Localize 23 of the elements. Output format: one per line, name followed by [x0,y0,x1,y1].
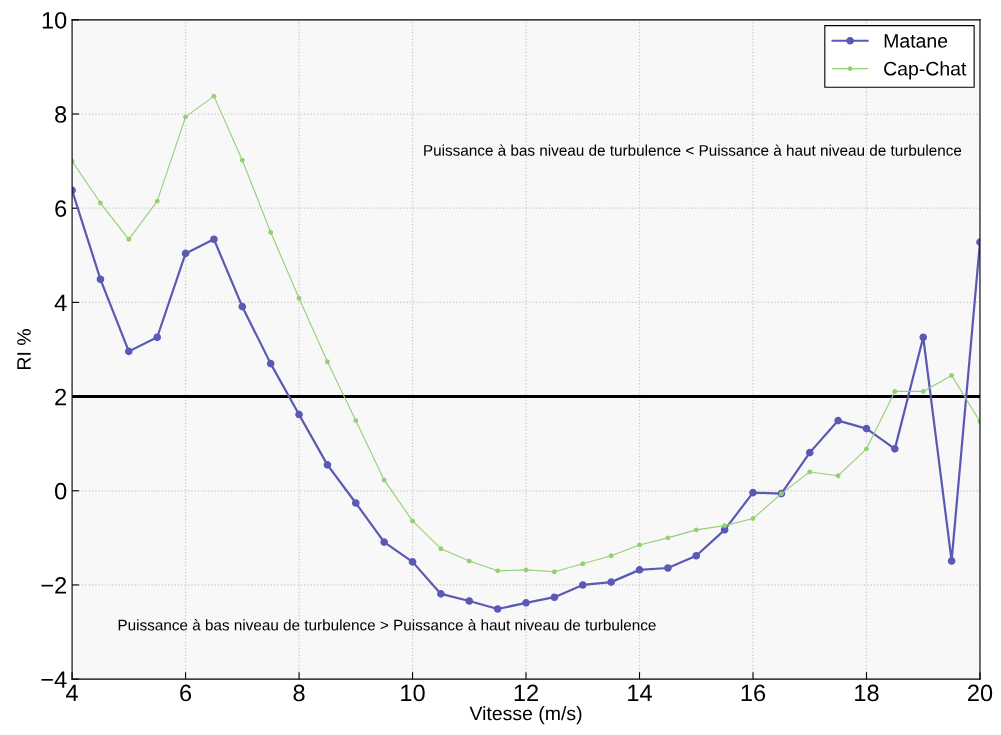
y-tick-label: 10 [42,11,67,29]
y-axis-title: RI % [17,329,31,369]
x-tick-label: 12 [514,684,538,702]
x-tick-label: 18 [855,684,879,702]
annotation: Puissance à bas niveau de turbulence > Puissance à haut niveau de turbulence [118,619,656,631]
x-tick-label: 14 [628,684,652,702]
x-tick-label: 8 [293,684,305,702]
y-tick-label: 2 [55,388,67,406]
x-tick-label: 20 [968,684,993,702]
y-tick-label: 4 [54,294,67,311]
legend-label: Cap-Chat [884,61,967,80]
x-axis-title: Vitesse (m/s) [469,706,582,725]
annotation: Puissance à bas niveau de turbulence < Puissance à haut niveau de turbulence [424,144,962,156]
x-tick-label: 4 [66,684,78,702]
y-tick-label: −2 [41,577,67,594]
legend-label: Matane [884,34,948,48]
y-tick-label: 0 [55,482,67,500]
y-tick-label: 6 [55,200,67,217]
y-tick-label: 8 [55,106,67,123]
x-tick-label: 6 [180,684,192,702]
y-tick-label: −4 [41,671,67,688]
x-tick-label: 16 [741,684,766,702]
x-tick-label: 10 [401,684,425,702]
